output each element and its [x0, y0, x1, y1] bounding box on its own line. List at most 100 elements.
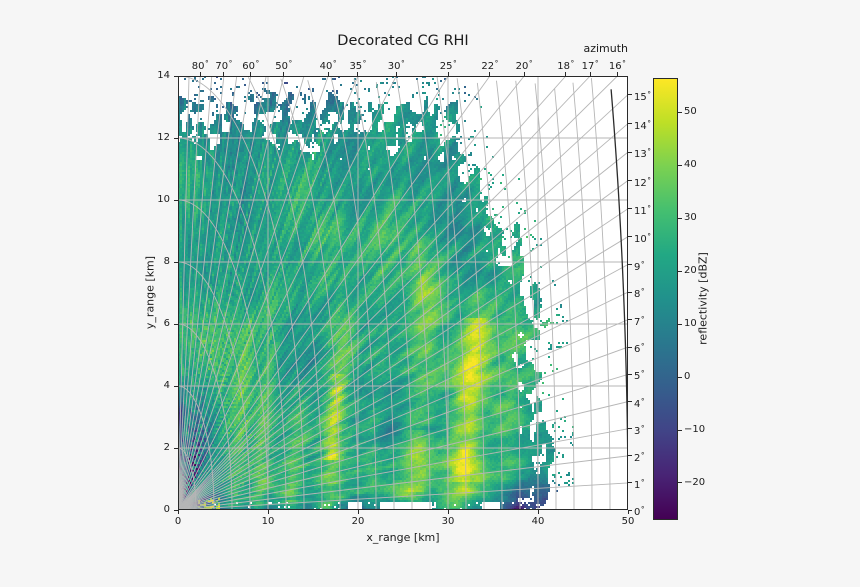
- y-tick-mark: [174, 261, 178, 263]
- elevation-tick-mark: [628, 373, 632, 375]
- colorbar-tick-mark: [678, 429, 682, 431]
- elevation-tick-label: 2°: [634, 450, 645, 464]
- azimuth-tick-mark: [589, 72, 591, 76]
- elevation-tick-label: 15°: [634, 89, 651, 103]
- y-tick-label: 2: [163, 442, 170, 453]
- azimuth-tick-mark: [357, 72, 359, 76]
- y-tick-mark: [174, 385, 178, 387]
- elevation-tick-mark: [628, 346, 632, 348]
- azimuth-tick-mark: [283, 72, 285, 76]
- azimuth-tick-mark: [447, 72, 449, 76]
- y-tick-label: 10: [157, 194, 170, 205]
- azimuth-tick-mark: [565, 72, 567, 76]
- x-tick-label: 20: [351, 516, 365, 527]
- elevation-tick-label: 0°: [634, 505, 645, 518]
- azimuth-tick-label: 50°: [275, 59, 293, 72]
- elevation-tick-mark: [628, 264, 632, 265]
- y-tick-mark: [174, 447, 178, 449]
- x-tick-mark: [177, 510, 179, 514]
- colorbar-tick-label: 0: [684, 371, 691, 383]
- azimuth-axis-label: azimuth: [583, 42, 628, 55]
- colorbar-tick-mark: [678, 376, 682, 378]
- x-tick-label: 30: [441, 516, 455, 527]
- elevation-tick-label: 8°: [634, 287, 645, 301]
- elevation-tick-label: 4°: [634, 396, 645, 410]
- colorbar-tick-label: 50: [684, 106, 697, 118]
- azimuth-tick-label: 25°: [439, 59, 457, 72]
- azimuth-tick-label: 17°: [581, 59, 599, 72]
- azimuth-tick-label: 18°: [557, 59, 575, 72]
- colorbar-tick-mark: [678, 323, 682, 325]
- y-tick-label: 0: [163, 504, 170, 515]
- elevation-tick-mark: [628, 180, 632, 182]
- azimuth-tick-mark: [489, 72, 491, 76]
- elevation-tick-mark: [628, 401, 632, 403]
- y-tick-mark: [174, 75, 178, 77]
- elevation-tick-label: 9°: [634, 259, 645, 273]
- elevation-tick-label: 10°: [634, 231, 651, 245]
- elevation-tick-label: 5°: [634, 369, 645, 383]
- x-tick-mark: [627, 510, 629, 514]
- azimuth-tick-label: 22°: [481, 59, 499, 72]
- colorbar-tick-label: 20: [684, 265, 697, 277]
- y-tick-label: 12: [157, 132, 170, 143]
- x-axis-label: x_range [km]: [366, 531, 440, 544]
- elevation-tick-label: 13°: [634, 147, 651, 161]
- y-tick-label: 14: [157, 70, 170, 81]
- elevation-tick-mark: [628, 509, 632, 511]
- y-axis-label: y_range [km]: [143, 255, 157, 330]
- elevation-tick-mark: [628, 319, 632, 321]
- y-tick-label: 6: [163, 318, 170, 329]
- y-tick-mark: [174, 137, 178, 139]
- colorbar: [653, 78, 678, 520]
- elevation-tick-label: 11°: [634, 203, 651, 217]
- azimuth-tick-mark: [199, 72, 201, 76]
- azimuth-tick-label: 60°: [242, 59, 260, 72]
- elevation-tick-label: 1°: [634, 477, 645, 491]
- elevation-tick-label: 6°: [634, 342, 645, 356]
- y-tick-mark: [174, 509, 178, 511]
- colorbar-tick-label: −10: [684, 424, 706, 435]
- elevation-tick-mark: [628, 208, 632, 210]
- colorbar-tick-mark: [678, 270, 682, 272]
- y-tick-mark: [174, 323, 178, 325]
- x-tick-mark: [447, 510, 449, 514]
- x-tick-mark: [537, 510, 539, 514]
- azimuth-tick-label: 80°: [191, 59, 209, 72]
- elevation-tick-label: 12°: [634, 175, 651, 189]
- azimuth-tick-mark: [395, 72, 397, 76]
- grid-rings-spokes-canvas: [178, 76, 628, 510]
- rhi-plot-area: [178, 76, 628, 510]
- elevation-tick-mark: [628, 482, 632, 484]
- elevation-tick-mark: [628, 151, 632, 153]
- azimuth-tick-mark: [250, 72, 252, 76]
- azimuth-tick-label: 30°: [387, 59, 405, 72]
- y-tick-label: 4: [163, 380, 170, 391]
- elevation-tick-label: 14°: [634, 118, 651, 132]
- x-tick-label: 50: [621, 516, 635, 527]
- colorbar-tick-mark: [678, 217, 682, 219]
- x-tick-label: 0: [174, 516, 182, 527]
- elevation-tick-mark: [628, 94, 632, 96]
- colorbar-tick-mark: [678, 482, 682, 484]
- elevation-tick-mark: [628, 291, 632, 293]
- azimuth-tick-label: 70°: [215, 59, 233, 72]
- elevation-tick-mark: [628, 455, 632, 457]
- colorbar-tick-label: −20: [684, 476, 706, 488]
- x-tick-label: 40: [531, 516, 545, 527]
- colorbar-label: reflectivity [dBZ]: [696, 252, 710, 345]
- chart-title: Decorated CG RHI: [337, 33, 469, 49]
- azimuth-tick-mark: [616, 72, 618, 76]
- azimuth-tick-label: 40°: [319, 59, 337, 72]
- colorbar-tick-label: 30: [684, 212, 697, 224]
- elevation-tick-mark: [628, 123, 632, 125]
- colorbar-tick-label: 10: [684, 318, 697, 330]
- x-tick-mark: [267, 510, 269, 514]
- x-tick-mark: [357, 510, 359, 514]
- elevation-tick-label: 7°: [634, 314, 645, 328]
- elevation-tick-mark: [628, 236, 632, 238]
- x-tick-label: 10: [261, 516, 275, 527]
- colorbar-tick-mark: [678, 164, 682, 166]
- azimuth-tick-mark: [523, 72, 525, 76]
- azimuth-tick-label: 16°: [608, 59, 626, 72]
